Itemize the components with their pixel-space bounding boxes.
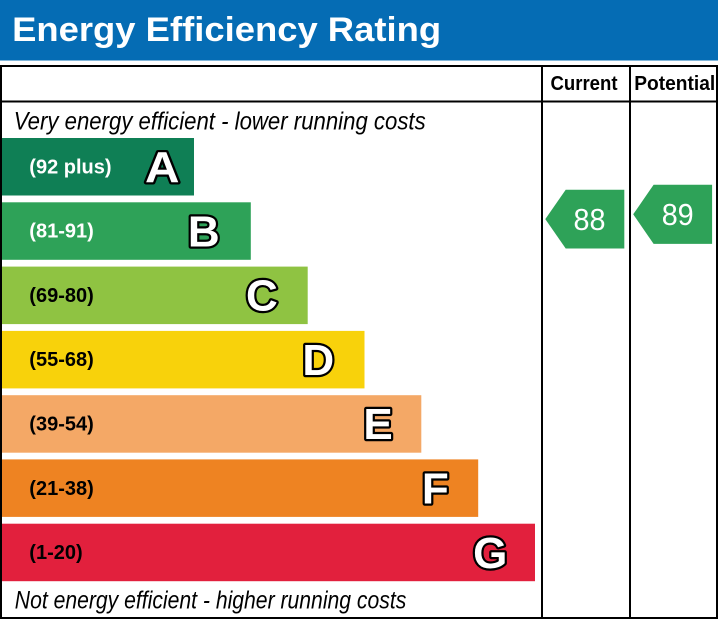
svg-text:B: B [188, 207, 220, 256]
svg-text:(1-20): (1-20) [29, 542, 82, 564]
svg-text:(21-38): (21-38) [29, 478, 93, 500]
svg-text:(55-68): (55-68) [29, 349, 93, 371]
svg-text:89: 89 [662, 197, 694, 232]
svg-text:(69-80): (69-80) [29, 285, 93, 307]
svg-text:E: E [363, 400, 392, 449]
svg-text:F: F [422, 464, 449, 513]
svg-text:A: A [145, 143, 180, 192]
svg-text:88: 88 [574, 202, 606, 237]
svg-text:(92 plus): (92 plus) [29, 156, 111, 178]
svg-text:Energy Efficiency Rating: Energy Efficiency Rating [12, 11, 441, 49]
svg-text:G: G [473, 529, 507, 578]
svg-text:D: D [302, 336, 334, 385]
svg-text:Current: Current [551, 73, 618, 95]
svg-text:Very energy efficient - lower: Very energy efficient - lower running co… [14, 107, 426, 135]
svg-text:C: C [246, 272, 278, 321]
svg-text:(81-91): (81-91) [29, 221, 93, 243]
svg-text:Not energy efficient - higher: Not energy efficient - higher running co… [15, 586, 407, 614]
svg-text:Potential: Potential [634, 73, 715, 95]
svg-text:(39-54): (39-54) [29, 413, 93, 435]
